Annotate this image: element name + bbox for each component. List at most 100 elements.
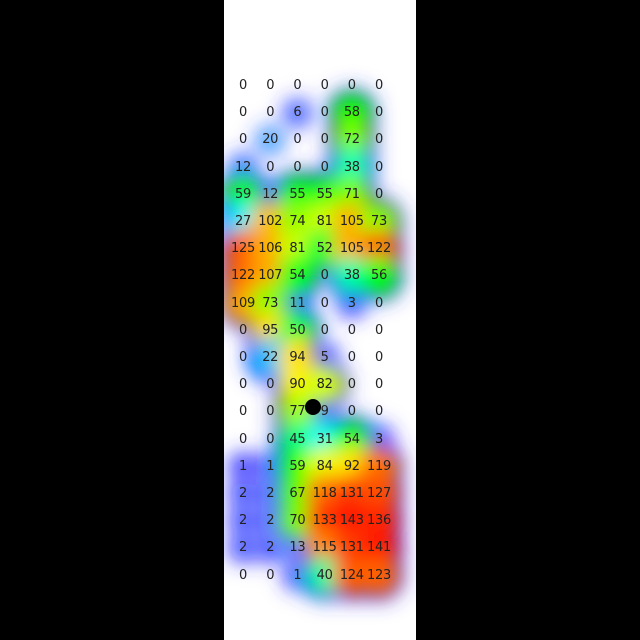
pressure-value-label: 122 xyxy=(367,241,391,257)
pressure-value-label: 2 xyxy=(239,540,247,556)
pressure-value-label: 0 xyxy=(375,404,383,420)
pressure-value-label: 143 xyxy=(339,513,364,529)
pressure-value-label: 105 xyxy=(339,214,364,229)
pressure-value-label: 2 xyxy=(239,513,247,529)
pressure-value-label: 0 xyxy=(375,78,383,93)
pressure-value-label: 2 xyxy=(266,540,275,556)
pressure-value-label: 0 xyxy=(375,132,383,148)
pressure-value-label: 3 xyxy=(347,295,356,311)
pressure-value-label: 95 xyxy=(262,322,279,338)
pressure-value-label: 22 xyxy=(262,350,279,365)
heatmap-cell xyxy=(258,482,283,506)
pressure-value-label: 105 xyxy=(339,241,364,257)
pressure-value-label: 0 xyxy=(239,431,247,447)
pressure-value-label: 0 xyxy=(375,350,383,365)
heatmap-cell xyxy=(285,101,310,126)
heatmap-cell xyxy=(277,256,318,297)
pressure-value-label: 0 xyxy=(347,350,356,365)
pressure-value-label: 50 xyxy=(289,322,306,338)
pressure-value-label: 31 xyxy=(316,431,333,447)
heatmap-cell xyxy=(285,291,310,316)
pressure-value-label: 55 xyxy=(316,186,333,202)
pressure-value-label: 0 xyxy=(239,78,247,93)
pressure-value-label: 2 xyxy=(266,486,275,501)
pressure-value-label: 0 xyxy=(375,295,383,311)
heatmap-cell xyxy=(359,256,399,297)
pressure-value-label: 0 xyxy=(320,295,329,311)
center-of-pressure-marker xyxy=(305,399,321,415)
pressure-value-label: 0 xyxy=(375,159,383,175)
pressure-value-label: 84 xyxy=(316,458,333,474)
pressure-value-label: 2 xyxy=(266,513,275,529)
pressure-value-label: 0 xyxy=(266,404,275,420)
pressure-value-label: 90 xyxy=(289,377,306,393)
heatmap-cell xyxy=(258,182,283,207)
pressure-value-label: 122 xyxy=(231,268,255,284)
pressure-value-label: 54 xyxy=(289,268,306,284)
pressure-value-label: 54 xyxy=(343,431,360,447)
pressure-value-label: 45 xyxy=(289,431,306,447)
pressure-value-label: 109 xyxy=(231,295,255,311)
pressure-value-label: 0 xyxy=(266,78,275,93)
pressure-value-label: 106 xyxy=(258,241,283,257)
pressure-value-label: 0 xyxy=(320,268,329,284)
pressure-value-label: 136 xyxy=(367,513,391,529)
pressure-value-label: 1 xyxy=(266,458,275,474)
heatmap-cell xyxy=(231,454,255,479)
pressure-value-label: 1 xyxy=(239,458,247,474)
heatmap-cell xyxy=(231,536,255,561)
heatmap-cell xyxy=(312,346,337,370)
pressure-value-label: 0 xyxy=(347,377,356,393)
pressure-value-label: 59 xyxy=(289,458,306,474)
heatmap-cell xyxy=(258,128,283,153)
pressure-value-label: 119 xyxy=(367,458,391,474)
pressure-value-label: 1 xyxy=(293,567,302,583)
pressure-value-label: 118 xyxy=(312,486,337,501)
pressure-value-label: 0 xyxy=(239,105,247,121)
heatmap-cell xyxy=(367,427,391,452)
pressure-value-label: 125 xyxy=(231,241,255,257)
pressure-value-label: 115 xyxy=(312,540,337,556)
pressure-value-label: 11 xyxy=(289,295,306,311)
pressure-value-label: 0 xyxy=(239,567,247,583)
pressure-value-label: 0 xyxy=(347,78,356,93)
pressure-value-label: 0 xyxy=(320,159,329,175)
pressure-value-label: 141 xyxy=(367,540,391,556)
pressure-value-label: 0 xyxy=(293,78,302,93)
heatmap-cell xyxy=(359,555,399,596)
pressure-value-label: 124 xyxy=(339,567,364,583)
pressure-map-panel: 0 0 0 0 0 0 0 0 6 0 58 0 0 20 0 0 72 0 12 0 0 0 38 0 59 12 55 55 71 0… xyxy=(224,0,416,640)
pressure-value-label: 12 xyxy=(262,186,279,202)
pressure-value-label: 0 xyxy=(239,404,247,420)
heatmap-cell xyxy=(231,482,255,506)
pressure-value-label: 0 xyxy=(320,132,329,148)
heatmap-cell xyxy=(258,536,283,561)
pressure-heatmap xyxy=(224,89,403,600)
pressure-value-label: 81 xyxy=(289,241,306,257)
pressure-value-label: 0 xyxy=(375,377,383,393)
pressure-value-label: 133 xyxy=(312,513,337,529)
pressure-value-label: 2 xyxy=(239,486,247,501)
pressure-value-label: 107 xyxy=(258,268,283,284)
pressure-value-label: 74 xyxy=(289,214,306,229)
pressure-value-label: 72 xyxy=(343,132,360,148)
pressure-value-label: 0 xyxy=(375,322,383,338)
pressure-value-label: 55 xyxy=(289,186,306,202)
pressure-value-label: 40 xyxy=(316,567,333,583)
heatmap-cell xyxy=(285,563,310,588)
pressure-value-label: 52 xyxy=(316,241,333,257)
pressure-value-label: 0 xyxy=(239,322,247,338)
pressure-value-label: 0 xyxy=(266,567,275,583)
pressure-value-label: 38 xyxy=(343,268,360,284)
pressure-value-label: 0 xyxy=(347,322,356,338)
pressure-value-label: 0 xyxy=(320,322,329,338)
heatmap-cell xyxy=(231,155,255,180)
pressure-value-label: 0 xyxy=(266,159,275,175)
pressure-value-label: 0 xyxy=(347,404,356,420)
pressure-value-label: 0 xyxy=(375,186,383,202)
pressure-value-label: 5 xyxy=(320,350,329,365)
pressure-value-label: 56 xyxy=(371,268,387,284)
pressure-value-label: 0 xyxy=(293,132,302,148)
heatmap-cell xyxy=(258,509,283,534)
pressure-value-label: 27 xyxy=(235,214,251,229)
